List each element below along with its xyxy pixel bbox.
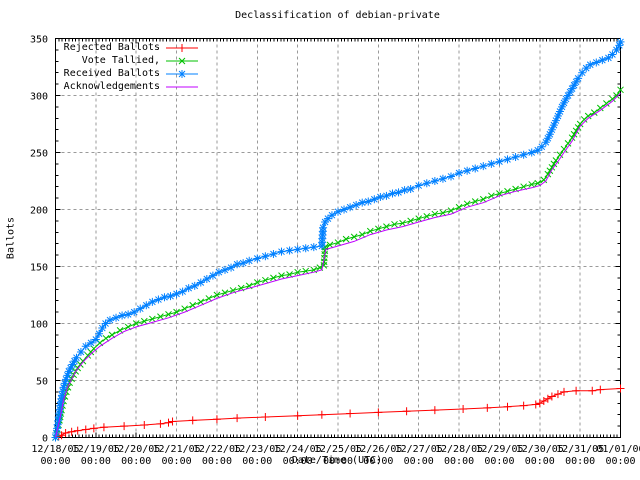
svg-text:12/21/05: 12/21/05 <box>152 444 200 455</box>
y-tick-labels: 0 50 100 150 200 250 300 350 <box>30 35 48 445</box>
svg-text:00:00: 00:00 <box>242 456 272 467</box>
series-rejected-ballots <box>51 384 625 442</box>
series-vote-tallied <box>52 86 624 441</box>
legend-item-received-ballots: Received Ballots <box>59 67 199 80</box>
legend-label-rejected-ballots: Rejected Ballots <box>63 42 160 53</box>
series-acknowledgements <box>55 92 621 438</box>
svg-text:12/27/05: 12/27/05 <box>395 444 443 455</box>
svg-text:00:00: 00:00 <box>404 456 434 467</box>
x-axis-label: Date/Time (UTC) <box>291 455 383 466</box>
svg-text:12/23/05: 12/23/05 <box>233 444 281 455</box>
gridlines <box>55 38 621 438</box>
svg-text:350: 350 <box>30 35 48 46</box>
svg-text:12/31/05: 12/31/05 <box>556 444 604 455</box>
svg-text:00:00: 00:00 <box>81 456 111 467</box>
y-axis-label: Ballots <box>5 216 17 260</box>
svg-text:12/24/05: 12/24/05 <box>274 444 322 455</box>
svg-text:00:00: 00:00 <box>40 456 70 467</box>
svg-text:00:00: 00:00 <box>323 456 353 467</box>
svg-text:12/29/05: 12/29/05 <box>475 444 523 455</box>
x-tick-labels: 12/18/0500:0012/19/0500:0012/20/0500:001… <box>31 444 640 467</box>
svg-text:50: 50 <box>36 377 48 388</box>
svg-text:12/28/05: 12/28/05 <box>435 444 483 455</box>
legend-label-acknowledgements: Acknowledgements <box>63 81 160 92</box>
legend-label-vote-tallied: Vote Tallied, <box>81 55 160 66</box>
legend-item-vote-tallied: Vote Tallied, <box>59 54 199 67</box>
svg-text:300: 300 <box>30 92 48 103</box>
axis-ticks <box>55 38 621 438</box>
svg-text:200: 200 <box>30 206 48 217</box>
legend-item-acknowledgements: Acknowledgements <box>59 80 199 93</box>
legend-label-received-ballots: Received Ballots <box>63 68 160 79</box>
svg-text:01/01/06: 01/01/06 <box>596 444 640 455</box>
svg-text:12/30/05: 12/30/05 <box>516 444 564 455</box>
svg-text:150: 150 <box>30 263 48 274</box>
svg-text:12/22/05: 12/22/05 <box>193 444 241 455</box>
legend-sample-line-icon <box>166 86 198 87</box>
legend-sample-cross-icon <box>166 57 198 64</box>
svg-text:00:00: 00:00 <box>283 456 313 467</box>
svg-text:12/19/05: 12/19/05 <box>72 444 120 455</box>
svg-text:00:00: 00:00 <box>484 456 514 467</box>
svg-text:100: 100 <box>30 320 48 331</box>
svg-text:12/26/05: 12/26/05 <box>354 444 402 455</box>
svg-text:00:00: 00:00 <box>565 456 595 467</box>
svg-text:00:00: 00:00 <box>605 456 635 467</box>
svg-text:12/25/05: 12/25/05 <box>314 444 362 455</box>
svg-text:0: 0 <box>42 434 48 445</box>
svg-text:00:00: 00:00 <box>162 456 192 467</box>
svg-text:12/18/05: 12/18/05 <box>31 444 79 455</box>
svg-text:00:00: 00:00 <box>202 456 232 467</box>
legend-item-rejected-ballots: Rejected Ballots <box>59 41 199 54</box>
svg-text:00:00: 00:00 <box>525 456 555 467</box>
svg-text:00:00: 00:00 <box>444 456 474 467</box>
svg-text:00:00: 00:00 <box>121 456 151 467</box>
legend: Rejected Ballots Vote Tallied, Received … <box>59 41 199 93</box>
svg-text:12/20/05: 12/20/05 <box>112 444 160 455</box>
chart-title: Declassification of debian-private <box>235 10 440 21</box>
svg-text:250: 250 <box>30 149 48 160</box>
svg-text:00:00: 00:00 <box>363 456 393 467</box>
legend-sample-plus-icon <box>166 43 198 52</box>
legend-sample-star-icon <box>166 69 198 78</box>
